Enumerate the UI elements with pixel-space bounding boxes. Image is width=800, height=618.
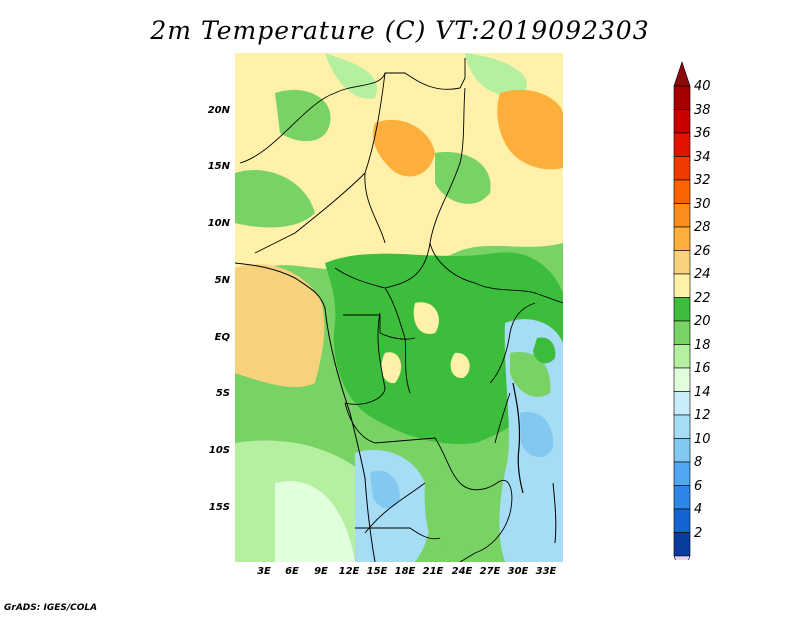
colorbar-cell [673, 367, 691, 392]
colorbar-cell [673, 414, 691, 439]
colorbar-tick-label: 30 [694, 196, 711, 212]
lon-label-6e: 6E [285, 566, 299, 577]
colorbar-tick-label: 10 [694, 431, 711, 447]
colorbar-cell [673, 273, 691, 298]
colorbar-tick-label: 14 [694, 384, 711, 400]
colorbar-tick-label: 34 [694, 149, 711, 165]
colorbar-cell [673, 532, 691, 557]
lon-label-33e: 33E [535, 566, 557, 577]
region-east-blue-2 [520, 412, 554, 458]
colorbar-cell [673, 109, 691, 134]
lon-label-24e: 24E [451, 566, 473, 577]
colorbar-tick-label: 36 [694, 126, 711, 141]
map-svg [235, 53, 563, 562]
lon-label-9e: 9E [314, 566, 328, 577]
colorbar-tick-label: 24 [694, 267, 711, 282]
colorbar-cell [673, 508, 691, 533]
colorbar-cell [673, 320, 691, 345]
colorbar-cell [673, 203, 691, 228]
lon-label-15e: 15E [366, 566, 388, 577]
lat-label-20n: 20N [207, 105, 230, 116]
colorbar-tick-label: 6 [694, 478, 703, 494]
colorbar-tick-label: 4 [694, 502, 703, 517]
lat-label-5s: 5S [215, 388, 230, 399]
colorbar-cell [673, 485, 691, 510]
lat-label-15s: 15S [208, 502, 230, 513]
colorbar-cell [673, 438, 691, 463]
region-green-patch-w [235, 169, 315, 228]
colorbar-tick-label: 26 [694, 243, 711, 259]
region-hot-sudan [497, 89, 563, 170]
colorbar-cell [673, 156, 691, 181]
colorbar-top-arrow [673, 61, 691, 87]
region-yellow-spot-3 [450, 352, 470, 379]
colorbar-cell [673, 226, 691, 251]
colorbar-bottom-arrow [673, 555, 691, 560]
lat-label-10s: 10S [208, 445, 230, 456]
colorbar-tick-label: 18 [694, 337, 711, 353]
lon-label-27e: 27E [479, 566, 501, 577]
colorbar-cell [673, 179, 691, 204]
lon-label-18e: 18E [394, 566, 416, 577]
colorbar-cell [673, 297, 691, 322]
lat-label-eq: EQ [214, 332, 230, 343]
colorbar-cell [673, 391, 691, 416]
region-zambia-green [424, 479, 496, 553]
colorbar-cell [673, 85, 691, 110]
lat-label-10n: 10N [207, 218, 230, 229]
colorbar-tick-label: 38 [694, 102, 711, 118]
country-borders [239, 58, 563, 562]
colorbar-tick-label: 16 [694, 361, 711, 376]
region-lake-victoria [533, 337, 556, 364]
lat-label-15n: 15N [207, 161, 230, 172]
region-green-patch-nc [465, 53, 527, 96]
coastline [235, 262, 376, 562]
colorbar-tick-label: 22 [694, 290, 711, 306]
colorbar-tick-label: 8 [694, 455, 703, 470]
lon-label-21e: 21E [422, 566, 444, 577]
lon-label-30e: 30E [507, 566, 529, 577]
lon-label-12e: 12E [338, 566, 360, 577]
colorbar-tick-label: 32 [694, 173, 711, 188]
region-yellow-spot-1 [413, 302, 439, 334]
colorbar [673, 61, 691, 560]
chart-title: 2m Temperature (C) VT:2019092303 [150, 16, 650, 45]
credit-text: GrADS: IGES/COLA [4, 603, 98, 613]
colorbar-tick-label: 2 [694, 525, 703, 541]
colorbar-cell [673, 461, 691, 486]
colorbar-tick-label: 12 [694, 408, 711, 423]
region-green-patch-n [325, 53, 377, 99]
lake-malawi [552, 482, 557, 544]
colorbar-cell [673, 250, 691, 275]
lat-label-5n: 5N [214, 275, 230, 286]
region-south-pale [275, 481, 355, 562]
region-angola-blue-2 [370, 470, 400, 509]
region-warm-gabon-coast [235, 264, 325, 388]
region-east-green [510, 352, 551, 397]
colorbar-tick-label: 20 [694, 314, 711, 329]
temperature-map [235, 53, 563, 562]
lake-tanganyika [512, 382, 524, 494]
colorbar-cell [673, 344, 691, 369]
colorbar-tick-label: 28 [694, 220, 711, 235]
region-congo-basin [325, 252, 563, 444]
region-yellow-spot-2 [381, 352, 402, 384]
colorbar-cell [673, 132, 691, 157]
region-hot-chad [373, 119, 435, 177]
colorbar-tick-label: 40 [694, 79, 711, 94]
lon-label-3e: 3E [257, 566, 271, 577]
